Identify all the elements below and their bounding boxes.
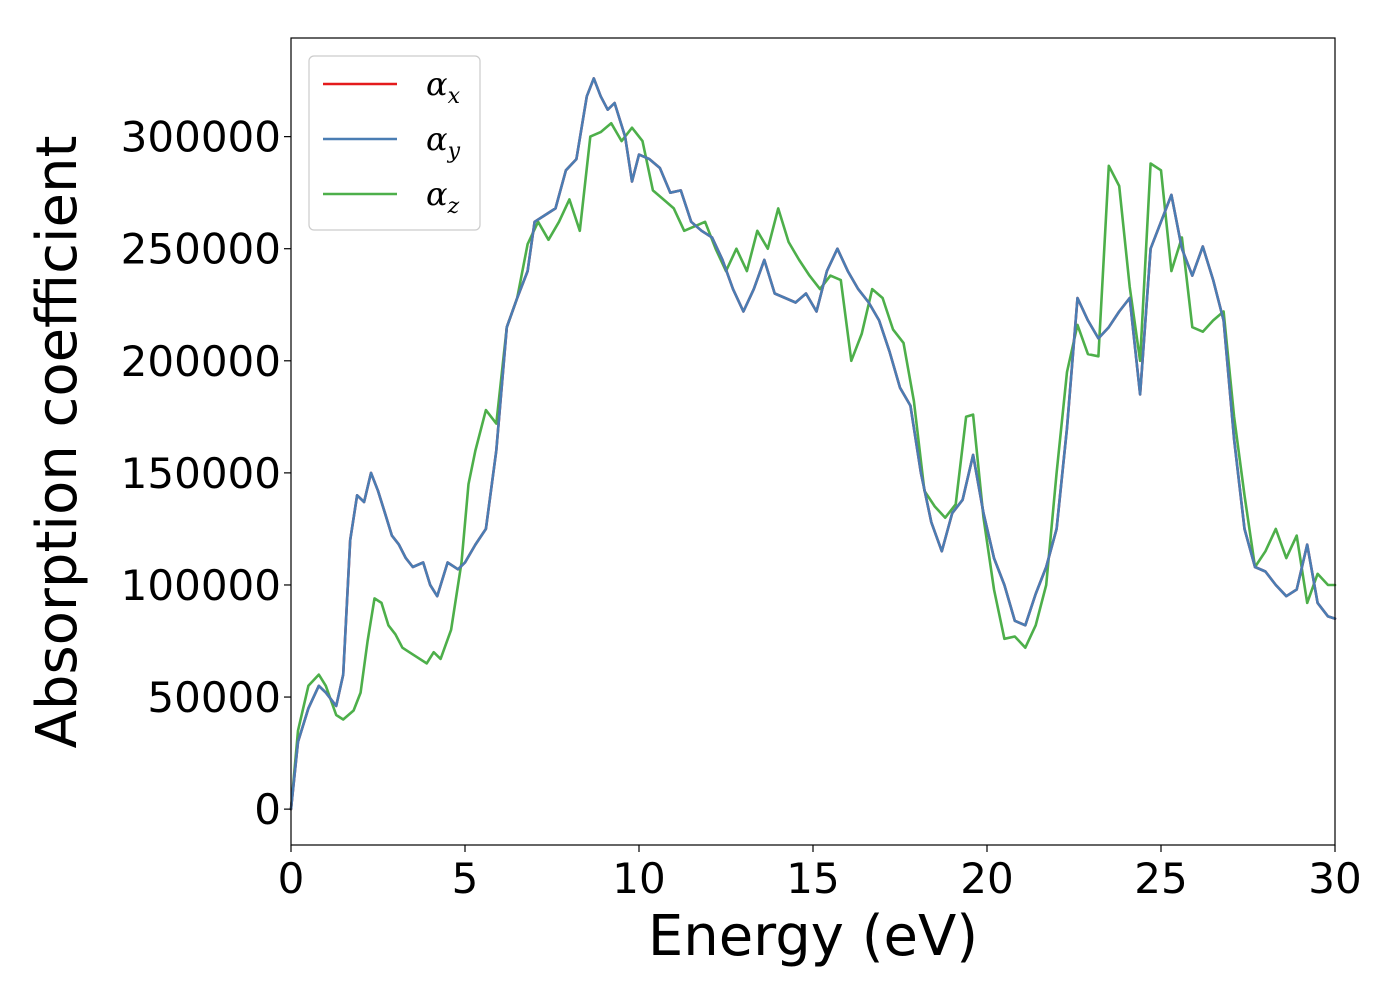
y-tick-label: 50000 <box>147 673 281 722</box>
series-line-alpha-y <box>289 77 1337 811</box>
legend-label-subscript: y <box>447 139 461 164</box>
legend-label-alpha-z: αz <box>426 175 460 219</box>
legend-label-alpha-x: αx <box>426 65 461 109</box>
y-axis-ticks: 0 50000 100000 150000 200000 250000 300000 <box>121 113 291 834</box>
legend-box <box>308 55 481 231</box>
y-tick-label: 100000 <box>121 561 281 610</box>
y-tick-label: 150000 <box>121 449 281 498</box>
x-tick-label: 0 <box>278 854 305 903</box>
legend-label-symbol: α <box>426 120 448 158</box>
x-tick-label: 10 <box>612 854 665 903</box>
y-tick-label: 200000 <box>121 337 281 386</box>
x-axis-title: Energy (eV) <box>648 904 978 969</box>
x-axis-ticks: 0 5 10 15 20 25 30 <box>278 845 1362 903</box>
legend-label-symbol: α <box>426 175 448 213</box>
legend-label-alpha-y: αy <box>426 120 461 164</box>
x-tick-label: 5 <box>452 854 479 903</box>
series-line-alpha-z <box>289 121 1337 811</box>
legend-label-symbol: α <box>426 65 448 103</box>
series-layer <box>289 77 1337 811</box>
y-tick-label: 0 <box>254 785 281 834</box>
x-tick-label: 25 <box>1134 854 1187 903</box>
x-tick-label: 30 <box>1308 854 1361 903</box>
y-axis-title: Absorption coefficient <box>25 136 90 749</box>
legend-label-subscript: x <box>448 84 461 109</box>
legend-label-subscript: z <box>447 194 460 219</box>
x-tick-label: 20 <box>960 854 1013 903</box>
y-tick-label: 250000 <box>121 225 281 274</box>
y-tick-label: 300000 <box>121 113 281 162</box>
x-tick-label: 15 <box>786 854 839 903</box>
